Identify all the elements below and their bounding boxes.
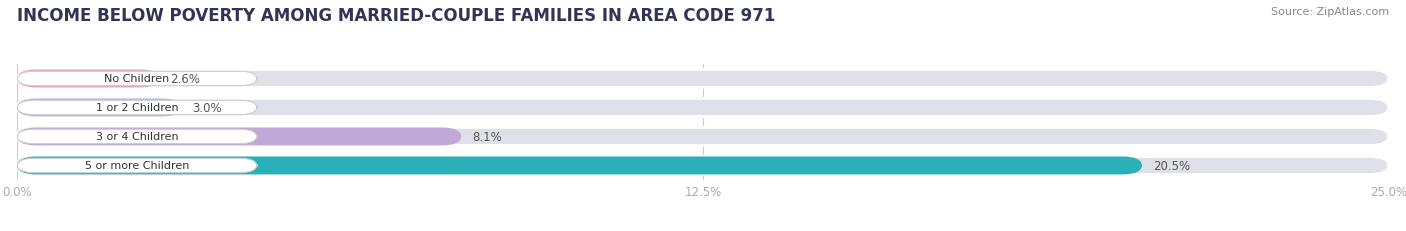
FancyBboxPatch shape: [17, 128, 1389, 146]
FancyBboxPatch shape: [17, 99, 1389, 117]
Text: 8.1%: 8.1%: [472, 130, 502, 143]
Text: 1 or 2 Children: 1 or 2 Children: [96, 103, 179, 113]
FancyBboxPatch shape: [17, 157, 1389, 175]
FancyBboxPatch shape: [17, 159, 257, 173]
FancyBboxPatch shape: [17, 72, 257, 86]
Text: 5 or more Children: 5 or more Children: [84, 161, 190, 171]
Text: Source: ZipAtlas.com: Source: ZipAtlas.com: [1271, 7, 1389, 17]
Text: 3 or 4 Children: 3 or 4 Children: [96, 132, 179, 142]
FancyBboxPatch shape: [17, 128, 461, 146]
Text: 2.6%: 2.6%: [170, 73, 201, 86]
FancyBboxPatch shape: [17, 101, 257, 115]
FancyBboxPatch shape: [17, 70, 160, 88]
Text: 3.0%: 3.0%: [193, 101, 222, 115]
FancyBboxPatch shape: [17, 99, 181, 117]
FancyBboxPatch shape: [17, 130, 257, 144]
Text: No Children: No Children: [104, 74, 170, 84]
FancyBboxPatch shape: [17, 70, 1389, 88]
Text: 20.5%: 20.5%: [1153, 159, 1191, 172]
FancyBboxPatch shape: [17, 157, 1142, 175]
Text: INCOME BELOW POVERTY AMONG MARRIED-COUPLE FAMILIES IN AREA CODE 971: INCOME BELOW POVERTY AMONG MARRIED-COUPL…: [17, 7, 775, 25]
